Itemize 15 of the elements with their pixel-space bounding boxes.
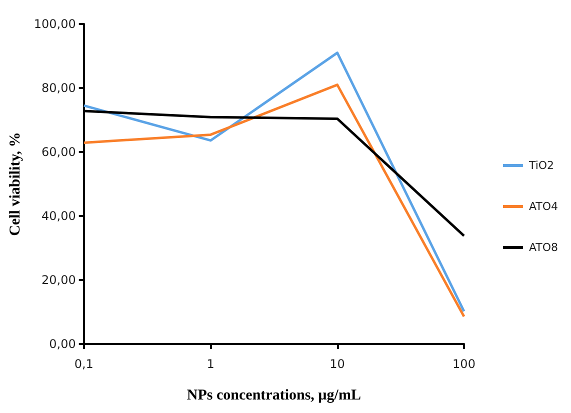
x-tick-label: 10 bbox=[330, 357, 345, 371]
y-tick-label: 60,00 bbox=[42, 145, 76, 159]
y-tick-label: 20,00 bbox=[42, 273, 76, 287]
y-axis-title: Cell viability, % bbox=[8, 132, 24, 236]
x-axis-title: NPs concentrations, µg/mL bbox=[186, 388, 361, 404]
x-tick-label: 100 bbox=[452, 357, 476, 371]
y-tick-label: 0,00 bbox=[49, 337, 76, 351]
legend-label: ATO4 bbox=[528, 200, 558, 213]
x-tick-label: 1 bbox=[206, 357, 214, 371]
legend-label: TiO2 bbox=[528, 159, 554, 172]
legend-label: ATO8 bbox=[528, 241, 558, 254]
y-tick-label: 100,00 bbox=[34, 17, 76, 31]
y-tick-label: 80,00 bbox=[42, 81, 76, 95]
x-tick-label: 0,1 bbox=[74, 357, 94, 371]
y-tick-label: 40,00 bbox=[42, 209, 76, 223]
